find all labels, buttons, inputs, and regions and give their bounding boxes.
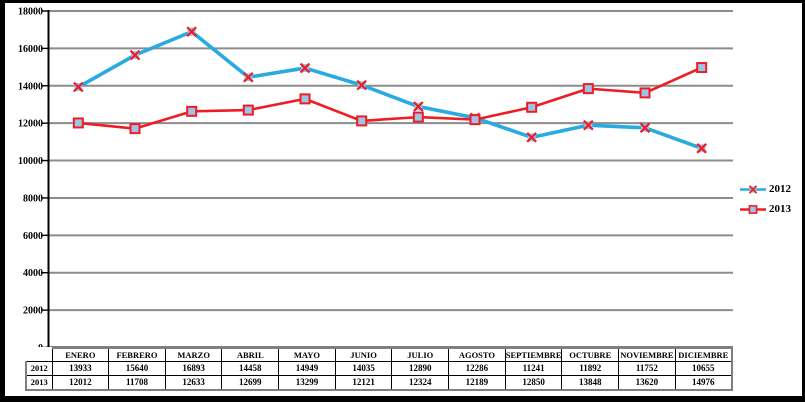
data-point-marker <box>696 62 708 74</box>
data-table: ENERO FEBRERO MARZO ABRIL MAYO JUNIO JULIO AGOS… <box>25 347 733 391</box>
table-month-header: AGOSTO <box>448 347 506 362</box>
data-point-marker-x <box>73 81 84 93</box>
table-value-cell: 14949 <box>278 361 336 376</box>
y-tick-label: 18000 <box>18 7 43 18</box>
data-point-marker <box>356 115 368 127</box>
line-chart-plot: 0200040006000800010000120001400016000180… <box>18 7 733 354</box>
table-row-label: 2012 <box>25 361 53 376</box>
data-point-marker-x <box>356 79 367 91</box>
y-tick-label: 16000 <box>18 44 43 55</box>
y-tick-label: 10000 <box>18 156 43 167</box>
data-point-marker-x <box>243 71 254 83</box>
series-line-2012 <box>76 29 704 151</box>
data-point-marker-x <box>583 119 594 131</box>
legend-marker-2012-icon <box>740 183 766 196</box>
table-value-cell: 16893 <box>164 361 223 376</box>
legend-item-2013[interactable]: 2013 <box>740 203 791 216</box>
data-point-marker <box>299 93 311 105</box>
table-value-cell: 12012 <box>51 375 110 391</box>
y-tick-label: 4000 <box>23 268 43 279</box>
table-month-header: FEBRERO <box>108 347 166 362</box>
data-point-marker <box>748 205 758 214</box>
table-value-cell: 14035 <box>334 361 393 376</box>
table-value-cell: 12699 <box>221 375 280 391</box>
table-value-cell: 11241 <box>504 361 563 376</box>
data-point-marker <box>469 114 481 126</box>
table-header-row: ENERO FEBRERO MARZO ABRIL MAYO JUNIO JULIO AGOS… <box>26 347 733 362</box>
legend-swatch-svg <box>740 205 766 214</box>
table-value-cell: 15640 <box>108 361 166 376</box>
legend-swatch-svg <box>740 185 766 194</box>
table-month-header: MAYO <box>278 347 336 362</box>
table-month-header: OCTUBRE <box>561 347 620 362</box>
table-value-cell: 12890 <box>391 361 450 376</box>
table-value-cell: 14976 <box>674 375 733 391</box>
table-month-header: MARZO <box>164 347 223 362</box>
table-corner-cell <box>26 348 53 362</box>
table-value-cell: 13299 <box>278 375 336 391</box>
y-tick-label: 2000 <box>23 306 43 317</box>
data-point-marker <box>129 123 141 135</box>
table-row-2012: 2012 13933 15640 16893 14458 14949 14035 12890 1… <box>25 361 733 376</box>
table-value-cell: 12189 <box>448 375 506 391</box>
series-line-2013 <box>77 66 703 130</box>
table-value-cell: 13933 <box>51 361 110 376</box>
table-value-cell: 12324 <box>391 375 450 391</box>
legend-item-2012[interactable]: 2012 <box>740 183 791 196</box>
table-month-header: ENERO <box>51 347 110 362</box>
data-point-marker <box>412 111 424 123</box>
data-point-marker-x <box>696 143 707 154</box>
table-value-cell: 10655 <box>674 361 733 376</box>
data-point-marker <box>72 117 84 129</box>
data-point-marker <box>186 105 198 117</box>
legend-marker-2013-icon <box>740 203 766 216</box>
table-month-header: JULIO <box>391 347 450 362</box>
data-point-marker <box>526 101 538 113</box>
table-row-label: 2013 <box>25 375 53 391</box>
legend-label-2013: 2013 <box>769 203 791 215</box>
data-point-marker-x <box>526 132 537 143</box>
table-month-header: DICIEMBRE <box>674 347 733 362</box>
chart-legend: 2012 2013 <box>740 183 791 216</box>
data-point-marker-x <box>639 122 651 134</box>
table-value-cell: 13620 <box>618 375 676 391</box>
data-point-marker-x <box>129 49 141 61</box>
data-point-marker <box>639 87 651 99</box>
y-tick-label: 8000 <box>23 193 43 204</box>
y-tick-label: 14000 <box>18 81 43 92</box>
y-tick-label: 12000 <box>18 119 43 130</box>
table-value-cell: 11708 <box>108 375 166 391</box>
data-point-marker-x <box>748 185 758 194</box>
table-month-header: JUNIO <box>334 347 393 362</box>
data-point-marker-x <box>413 101 424 112</box>
table-month-header: ABRIL <box>221 347 280 362</box>
data-point-marker <box>582 83 594 95</box>
table-value-cell: 14458 <box>221 361 280 376</box>
table-value-cell: 13848 <box>561 375 620 391</box>
table-value-cell: 12121 <box>334 375 393 391</box>
table-value-cell: 12633 <box>164 375 223 391</box>
legend-label-2012: 2012 <box>769 183 791 195</box>
table-value-cell: 11892 <box>561 361 620 376</box>
table-value-cell: 11752 <box>618 361 676 376</box>
data-point-marker-x <box>299 62 311 74</box>
table-value-cell: 12850 <box>504 375 563 391</box>
data-point-marker <box>242 104 254 116</box>
table-row-2013: 2013 12012 11708 12633 12699 13299 12121 12324 1… <box>25 375 733 391</box>
table-month-header: SEPTIEMBRE <box>504 347 563 362</box>
y-tick-label: 6000 <box>23 231 43 242</box>
table-month-header: NOVIEMBRE <box>618 347 676 362</box>
table-value-cell: 12286 <box>448 361 506 376</box>
data-point-marker-x <box>186 26 197 37</box>
